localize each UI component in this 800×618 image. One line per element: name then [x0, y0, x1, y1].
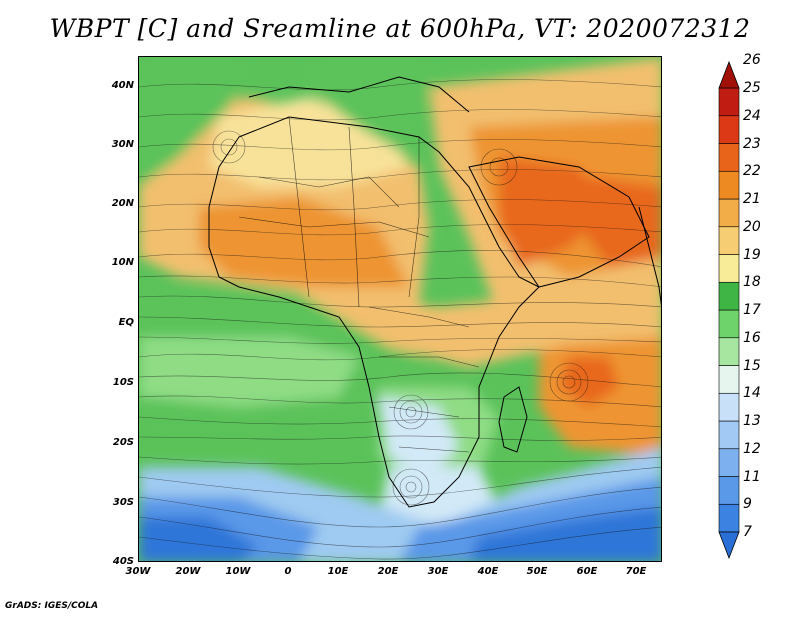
lat-label-10s: 10S	[112, 377, 134, 388]
country-borders	[238, 116, 480, 453]
lat-label-10n: 10N	[111, 257, 134, 268]
colorbar	[718, 60, 740, 560]
colorbar-box	[718, 226, 740, 255]
lon-label-40e: 40E	[477, 566, 499, 577]
colorbar-top-arrow	[718, 60, 740, 89]
colorbar-label: 14	[743, 385, 761, 402]
colorbar-label: 20	[743, 218, 761, 235]
colorbar-label: 16	[743, 329, 761, 346]
colorbar-label: 25	[743, 80, 761, 96]
colorbar-label: 23	[743, 135, 761, 152]
colorbar-box	[718, 420, 740, 450]
map-title: WBPT [C] and Sreamline at 600hPa, VT: 20…	[49, 14, 751, 43]
colorbar-label: 17	[743, 302, 761, 318]
lon-label-0: 0	[284, 566, 292, 577]
lon-label-50e: 50E	[526, 566, 548, 577]
lat-label-eq: EQ	[118, 317, 134, 328]
colorbar-label: 15	[743, 357, 761, 374]
colorbar-box	[718, 87, 740, 117]
coastlines	[208, 76, 661, 508]
map-panel	[138, 56, 662, 562]
lon-label-70e: 70E	[625, 566, 647, 577]
lat-label-20n: 20N	[111, 198, 134, 209]
lon-label-20e: 20E	[377, 566, 399, 577]
colorbar-box	[718, 337, 740, 366]
colorbar-box	[718, 309, 740, 339]
lat-label-40n: 40N	[111, 80, 134, 91]
colorbar-box	[718, 365, 740, 394]
colorbar-label: 24	[743, 107, 761, 124]
lon-label-60e: 60E	[576, 566, 598, 577]
lon-label-10w: 10W	[225, 566, 251, 577]
colorbar-bottom-arrow	[718, 531, 740, 560]
colorbar-box	[718, 254, 740, 283]
colorbar-label: 22	[743, 163, 761, 180]
grads-credit: GrADS: IGES/COLA	[5, 601, 99, 611]
lat-label-30s: 30S	[112, 497, 134, 508]
lat-label-30n: 30N	[111, 139, 134, 150]
lat-label-20s: 20S	[112, 437, 134, 448]
lon-label-10e: 10E	[327, 566, 349, 577]
streamlines	[139, 79, 661, 560]
colorbar-box	[718, 170, 740, 200]
lat-label-40s: 40S	[112, 556, 134, 567]
colorbar-box	[718, 503, 740, 533]
colorbar-label: 18	[743, 274, 761, 291]
colorbar-label: 13	[743, 413, 761, 429]
lon-label-30w: 30W	[125, 566, 151, 577]
colorbar-label: 12	[743, 440, 761, 457]
map-svg	[139, 57, 661, 561]
colorbar-box	[718, 143, 740, 172]
colorbar-box	[718, 392, 740, 422]
lon-label-20w: 20W	[175, 566, 201, 577]
colorbar-box	[718, 115, 740, 144]
colorbar-label: 26	[743, 52, 761, 69]
colorbar-box	[718, 198, 740, 228]
colorbar-box	[718, 281, 740, 311]
colorbar-box	[718, 448, 740, 477]
colorbar-label: 7	[743, 524, 752, 540]
colorbar-label: 19	[743, 246, 761, 263]
lon-label-30e: 30E	[427, 566, 449, 577]
colorbar-label: 11	[743, 468, 761, 485]
colorbar-label: 9	[743, 496, 752, 513]
colorbar-label: 21	[743, 191, 761, 207]
colorbar-box	[718, 476, 740, 505]
